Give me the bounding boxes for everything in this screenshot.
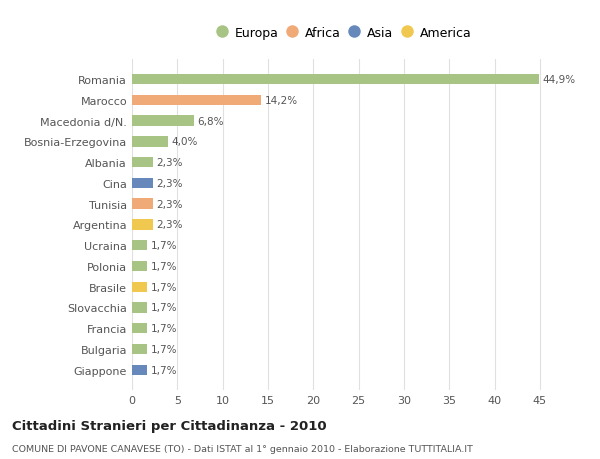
Text: 1,7%: 1,7%: [151, 261, 178, 271]
Bar: [132, 302, 148, 313]
Text: 44,9%: 44,9%: [542, 75, 576, 85]
Bar: [132, 220, 153, 230]
Bar: [132, 282, 148, 292]
Text: 6,8%: 6,8%: [197, 116, 224, 126]
Text: 2,3%: 2,3%: [157, 158, 183, 168]
Bar: [132, 365, 148, 375]
Text: 2,3%: 2,3%: [157, 179, 183, 189]
Bar: [132, 199, 153, 209]
Text: COMUNE DI PAVONE CANAVESE (TO) - Dati ISTAT al 1° gennaio 2010 - Elaborazione TU: COMUNE DI PAVONE CANAVESE (TO) - Dati IS…: [12, 444, 473, 453]
Bar: [132, 178, 153, 189]
Text: 2,3%: 2,3%: [157, 220, 183, 230]
Bar: [132, 323, 148, 334]
Bar: [132, 116, 194, 127]
Text: 1,7%: 1,7%: [151, 282, 178, 292]
Bar: [132, 157, 153, 168]
Text: 4,0%: 4,0%: [172, 137, 198, 147]
Bar: [132, 241, 148, 251]
Bar: [132, 261, 148, 272]
Legend: Europa, Africa, Asia, America: Europa, Africa, Asia, America: [215, 23, 475, 44]
Bar: [132, 137, 168, 147]
Text: 14,2%: 14,2%: [265, 95, 298, 106]
Bar: [132, 75, 539, 85]
Text: 1,7%: 1,7%: [151, 344, 178, 354]
Text: Cittadini Stranieri per Cittadinanza - 2010: Cittadini Stranieri per Cittadinanza - 2…: [12, 419, 326, 432]
Text: 1,7%: 1,7%: [151, 303, 178, 313]
Text: 1,7%: 1,7%: [151, 241, 178, 251]
Text: 2,3%: 2,3%: [157, 199, 183, 209]
Text: 1,7%: 1,7%: [151, 365, 178, 375]
Bar: [132, 95, 261, 106]
Text: 1,7%: 1,7%: [151, 324, 178, 334]
Bar: [132, 344, 148, 354]
